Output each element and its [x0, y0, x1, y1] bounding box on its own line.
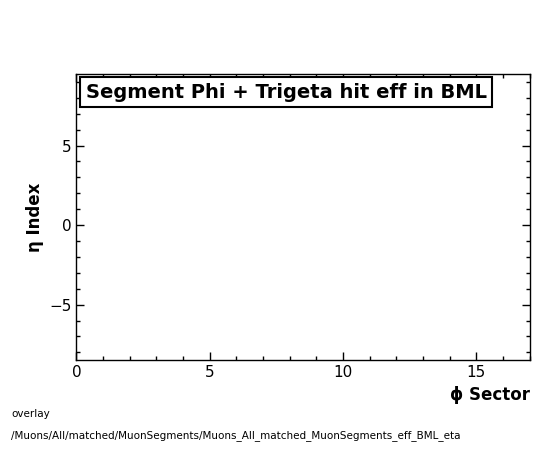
Y-axis label: η Index: η Index — [26, 182, 44, 252]
X-axis label: ϕ Sector: ϕ Sector — [449, 386, 530, 404]
Text: overlay: overlay — [11, 409, 50, 419]
Text: /Muons/All/matched/MuonSegments/Muons_All_matched_MuonSegments_eff_BML_eta: /Muons/All/matched/MuonSegments/Muons_Al… — [11, 430, 460, 441]
Text: Segment Phi + Trigeta hit eff in BML: Segment Phi + Trigeta hit eff in BML — [86, 83, 486, 102]
